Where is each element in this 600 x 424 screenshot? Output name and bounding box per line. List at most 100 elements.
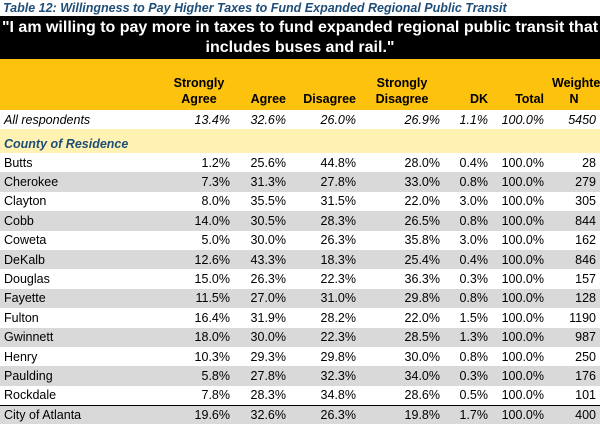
cell-weighted-n: 250 [575,349,596,364]
table-row: Coweta 5.0% 30.0% 26.3% 35.8% 3.0% 100.0% 162 [0,230,600,250]
cell-weighted-n: 101 [575,388,596,403]
table-row: Paulding 5.8% 27.8% 32.3% 34.0% 0.3% 100.0% 176 [0,366,600,386]
cell-disagree: 27.8% [320,175,356,190]
county-name: Cobb [4,213,34,228]
county-name: Fayette [4,291,46,306]
cell-dk: 1.3% [459,330,489,345]
cell-strongly-agree: 16.4% [194,310,230,325]
cell-strongly-disagree: 34.0% [404,368,440,383]
cell-total: 100.0% [501,213,544,228]
table-row: Henry 10.3% 29.3% 29.8% 30.0% 0.8% 100.0% 250 [0,346,600,367]
table-row: City of Atlanta 19.6% 32.6% 26.3% 19.8% 1.7% 1… [0,405,600,424]
header-agree: Agree [250,92,286,106]
cell-dk: 0.3% [459,368,489,383]
header-total: Total [515,92,544,106]
cell-disagree: 34.8% [320,388,356,403]
table-row: Cobb 14.0% 30.5% 28.3% 26.5% 0.8% 100.0% 844 [0,211,600,231]
cell-strongly-disagree: 35.8% [404,233,440,248]
cell-weighted-n: 844 [575,213,596,228]
cell-agree: 32.6% [250,112,286,127]
section-label: County of Residence [4,137,129,151]
cell-dk: 0.8% [459,291,489,306]
column-header-row: Strongly Agree Agree Disagree Strongly D… [0,59,600,110]
cell-weighted-n: 157 [575,272,596,287]
cell-disagree: 26.0% [320,112,356,127]
cell-dk: 0.8% [459,213,489,228]
cell-dk: 0.4% [459,155,489,170]
cell-agree: 27.8% [250,368,286,383]
cell-total: 100.0% [501,155,544,170]
header-blank [0,59,164,110]
cell-total: 100.0% [501,175,544,190]
table-row: Douglas 15.0% 26.3% 22.3% 36.3% 0.3% 100.0% 157 [0,269,600,289]
cell-total: 100.0% [501,112,544,127]
county-name: Fulton [4,310,39,325]
cell-disagree: 22.3% [320,272,356,287]
cell-strongly-disagree: 30.0% [404,349,440,364]
cell-agree: 31.9% [250,310,286,325]
county-name: Gwinnett [4,330,54,345]
cell-agree: 26.3% [250,272,286,287]
header-strongly-agree: Strongly Agree [173,76,225,106]
cell-agree: 32.6% [250,408,286,423]
cell-weighted-n: 5450 [568,112,596,127]
cell-disagree: 28.3% [320,213,356,228]
cell-strongly-agree: 15.0% [194,272,230,287]
section-header-row: County of Residence [0,129,600,153]
cell-weighted-n: 279 [575,175,596,190]
cell-dk: 3.0% [459,233,489,248]
cell-agree: 29.3% [250,349,286,364]
cell-strongly-agree: 1.2% [201,155,231,170]
county-name: DeKalb [4,252,45,267]
all-respondents-row: All respondents 13.4% 32.6% 26.0% 26.9% … [0,110,600,129]
cell-agree: 30.5% [250,213,286,228]
cell-agree: 25.6% [250,155,286,170]
county-name: Douglas [4,272,50,287]
cell-weighted-n: 1190 [569,310,596,325]
question-line-2: includes buses and rail." [205,39,395,56]
cell-dk: 0.8% [459,175,489,190]
cell-dk: 0.8% [459,349,489,364]
cell-disagree: 22.3% [320,330,356,345]
cell-total: 100.0% [501,330,544,345]
results-table: Strongly Agree Agree Disagree Strongly D… [0,59,600,424]
cell-dk: 0.3% [459,272,489,287]
cell-disagree: 26.3% [320,408,356,423]
cell-weighted-n: 400 [575,408,596,423]
cell-weighted-n: 162 [575,233,596,248]
cell-agree: 28.3% [250,388,286,403]
cell-strongly-disagree: 29.8% [404,291,440,306]
cell-strongly-agree: 7.3% [201,175,231,190]
county-name: Rockdale [4,388,57,403]
county-name: Butts [4,155,33,170]
county-name: Clayton [4,194,47,209]
cell-strongly-disagree: 25.4% [404,252,440,267]
cell-total: 100.0% [501,194,544,209]
table-body: All respondents 13.4% 32.6% 26.0% 26.9% … [0,110,600,424]
cell-strongly-disagree: 22.0% [404,310,440,325]
cell-strongly-disagree: 36.3% [404,272,440,287]
cell-dk: 0.5% [459,388,489,403]
question-line-1: "I am willing to pay more in taxes to fu… [1,19,599,36]
table-row: Cherokee 7.3% 31.3% 27.8% 33.0% 0.8% 100.0% 279 [0,172,600,192]
table-caption: Table 12: Willingness to Pay Higher Taxe… [3,1,507,15]
cell-agree: 30.0% [250,233,286,248]
cell-total: 100.0% [501,291,544,306]
cell-dk: 0.4% [459,252,489,267]
cell-total: 100.0% [501,233,544,248]
cell-strongly-disagree: 22.0% [404,194,440,209]
cell-strongly-agree: 5.8% [201,368,231,383]
header-weighted-n: Weighted N [552,76,600,106]
cell-total: 100.0% [501,388,544,403]
cell-total: 100.0% [501,349,544,364]
cell-strongly-disagree: 26.5% [404,213,440,228]
cell-strongly-agree: 12.6% [194,252,230,267]
cell-strongly-agree: 10.3% [194,349,230,364]
cell-disagree: 28.2% [320,310,356,325]
cell-total: 100.0% [501,368,544,383]
county-name: Henry [4,349,38,364]
cell-strongly-agree: 14.0% [194,213,230,228]
cell-strongly-disagree: 28.6% [404,388,440,403]
county-name: Paulding [4,368,53,383]
